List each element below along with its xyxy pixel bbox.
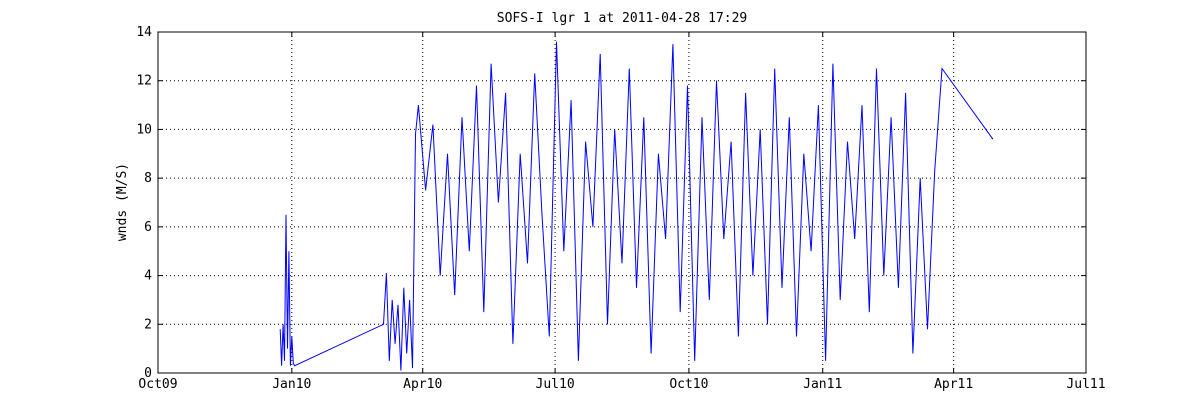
x-tick-label: Oct10 bbox=[669, 377, 708, 392]
y-tick-label: 0 bbox=[144, 366, 152, 381]
y-tick-label: 12 bbox=[136, 74, 152, 89]
y-tick-label: 2 bbox=[144, 317, 152, 332]
y-tick-label: 14 bbox=[136, 25, 152, 40]
series-layer bbox=[279, 41, 994, 371]
y-tick-label: 4 bbox=[144, 269, 152, 284]
y-tick-label: 6 bbox=[144, 220, 152, 235]
x-tick-label: Oct09 bbox=[138, 377, 177, 392]
x-tick-label: Apr10 bbox=[403, 377, 442, 392]
y-tick-label: 8 bbox=[144, 171, 152, 186]
y-axis: 0 2 4 6 8 10 12 14 bbox=[136, 25, 1086, 381]
y-tick-label: 10 bbox=[136, 122, 152, 137]
x-tick-label: Jul10 bbox=[536, 377, 575, 392]
x-axis: Oct09 Jan10 Apr10 Jul10 Oct10 Jan11 Apr11 Jul11 bbox=[138, 32, 1106, 392]
x-tick-label: Jan11 bbox=[803, 377, 842, 392]
x-tick-label: Jan10 bbox=[272, 377, 311, 392]
grid bbox=[158, 32, 1086, 373]
chart-title: SOFS-I lgr 1 at 2011-04-28 17:29 bbox=[497, 11, 747, 26]
plot-area-frame bbox=[157, 31, 1087, 374]
x-tick-label: Apr11 bbox=[934, 377, 973, 392]
y-axis-label: wnds (M/S) bbox=[115, 163, 130, 241]
wind-speed-series-line bbox=[279, 41, 994, 371]
x-tick-label: Jul11 bbox=[1066, 377, 1105, 392]
